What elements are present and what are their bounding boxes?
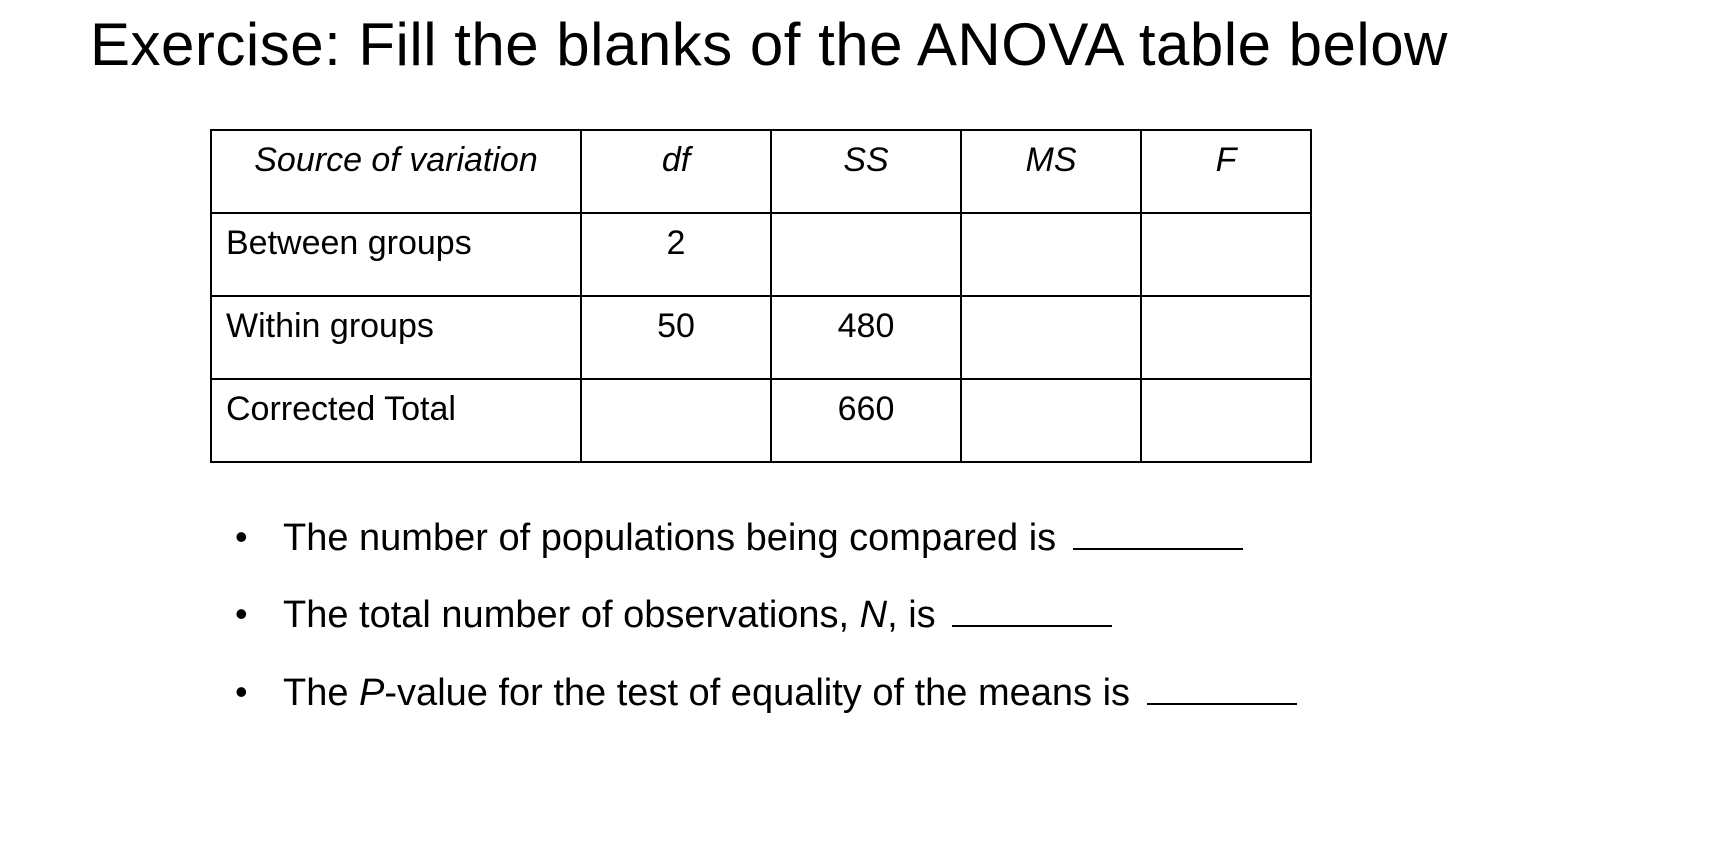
cell-df: 50 — [581, 296, 771, 379]
row-label: Within groups — [211, 296, 581, 379]
table-row: Between groups 2 — [211, 213, 1311, 296]
cell-ss: 480 — [771, 296, 961, 379]
table-row: Corrected Total 660 — [211, 379, 1311, 462]
anova-table-container: Source of variation df SS MS F Between g… — [210, 129, 1451, 463]
list-item: The P-value for the test of equality of … — [235, 668, 1651, 719]
bullet-text: The number of populations being compared… — [283, 517, 1067, 559]
cell-ss: 660 — [771, 379, 961, 462]
col-header-ss: SS — [771, 130, 961, 213]
cell-f — [1141, 213, 1311, 296]
slide-title: Exercise: Fill the blanks of the ANOVA t… — [90, 10, 1651, 79]
bullet-list: The number of populations being compared… — [235, 513, 1651, 719]
slide: Exercise: Fill the blanks of the ANOVA t… — [0, 0, 1721, 719]
table-row: Within groups 50 480 — [211, 296, 1311, 379]
fill-blank — [952, 591, 1112, 627]
cell-df: 2 — [581, 213, 771, 296]
list-item: The number of populations being compared… — [235, 513, 1651, 564]
bullet-text: The total number of observations, — [283, 594, 860, 636]
cell-ss — [771, 213, 961, 296]
bullet-text: The — [283, 672, 359, 714]
cell-ms — [961, 296, 1141, 379]
list-item: The total number of observations, N, is — [235, 590, 1651, 641]
fill-blank — [1147, 668, 1297, 704]
bullet-text: , is — [887, 594, 946, 636]
italic-P: P — [359, 672, 384, 714]
col-header-source: Source of variation — [211, 130, 581, 213]
cell-f — [1141, 379, 1311, 462]
row-label: Corrected Total — [211, 379, 581, 462]
cell-ms — [961, 213, 1141, 296]
cell-f — [1141, 296, 1311, 379]
table-header-row: Source of variation df SS MS F — [211, 130, 1311, 213]
col-header-ms: MS — [961, 130, 1141, 213]
col-header-f: F — [1141, 130, 1311, 213]
fill-blank — [1073, 514, 1243, 550]
italic-N: N — [860, 594, 887, 636]
anova-table: Source of variation df SS MS F Between g… — [210, 129, 1312, 463]
col-header-df: df — [581, 130, 771, 213]
row-label: Between groups — [211, 213, 581, 296]
cell-df — [581, 379, 771, 462]
cell-ms — [961, 379, 1141, 462]
bullet-text: -value for the test of equality of the m… — [384, 672, 1140, 714]
